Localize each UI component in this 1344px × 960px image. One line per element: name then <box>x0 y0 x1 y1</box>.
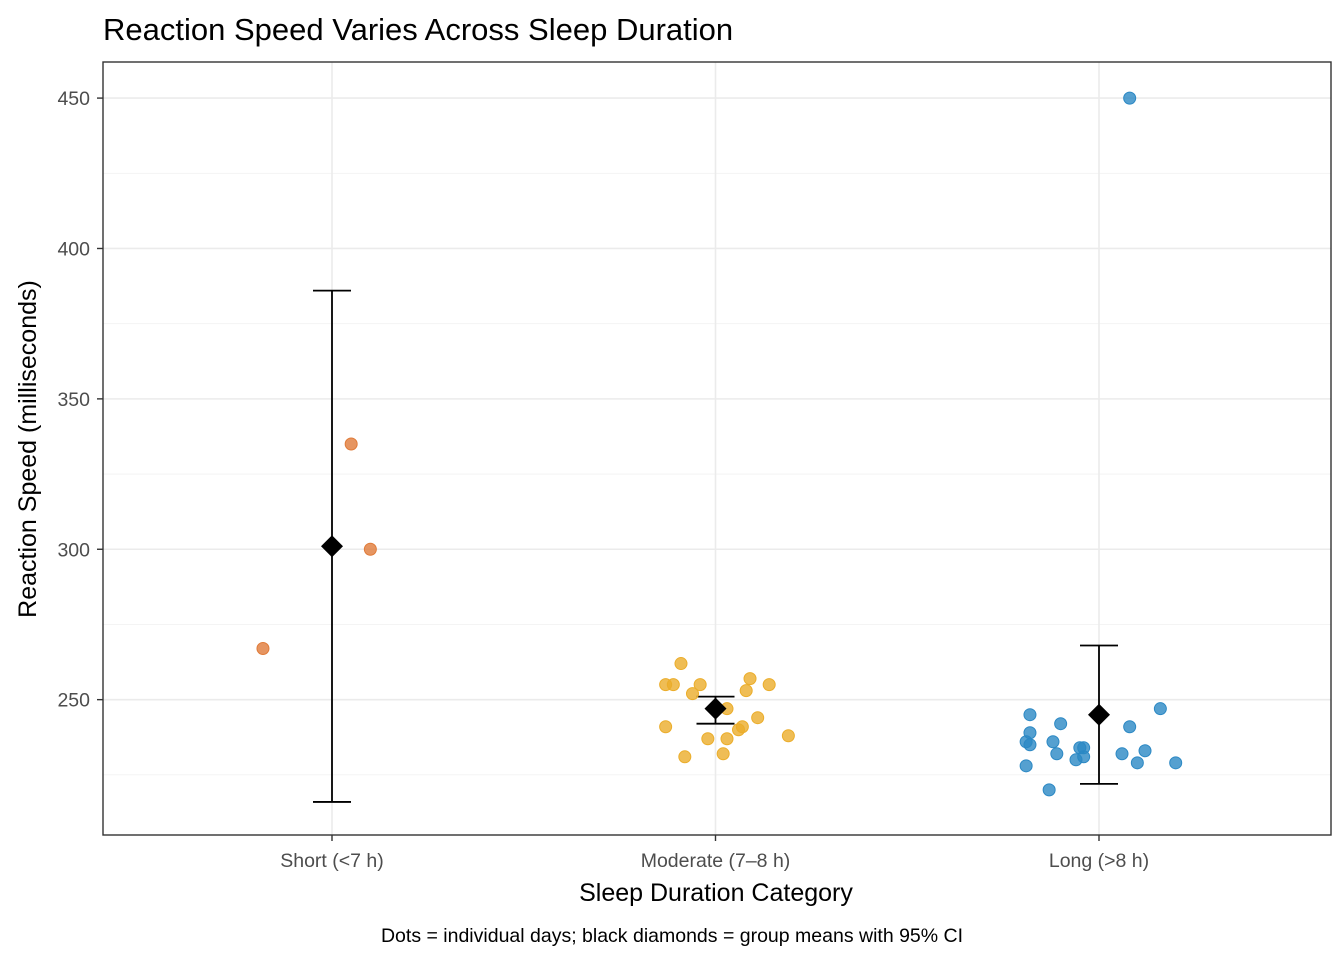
data-point <box>1069 753 1083 767</box>
data-point <box>720 732 734 746</box>
data-point <box>781 729 795 743</box>
data-point <box>256 642 270 656</box>
data-points <box>256 91 1183 797</box>
mean-diamond <box>321 535 343 558</box>
x-axis: Short (<7 h) Moderate (7–8 h) Long (>8 h) <box>280 835 1149 872</box>
y-tick-label: 350 <box>57 389 90 411</box>
data-point <box>1019 759 1033 773</box>
data-point <box>674 657 688 671</box>
data-point <box>1023 708 1037 722</box>
data-point <box>685 687 699 701</box>
data-point <box>1046 735 1060 749</box>
data-point <box>1169 756 1183 770</box>
x-axis-title: Sleep Duration Category <box>579 879 853 907</box>
panel-border <box>102 61 1332 836</box>
data-point <box>659 720 673 734</box>
data-point <box>716 747 730 761</box>
data-point <box>732 723 746 737</box>
data-point <box>1123 720 1137 734</box>
data-point <box>693 678 707 692</box>
y-tick-label: 400 <box>57 238 90 260</box>
data-point <box>1123 91 1137 105</box>
data-point <box>1023 738 1037 752</box>
data-point <box>344 437 358 451</box>
mean-diamond <box>704 697 727 720</box>
data-point <box>762 678 776 692</box>
data-point <box>1153 702 1167 716</box>
y-tick-label: 250 <box>57 690 90 712</box>
data-point <box>739 684 753 698</box>
grid <box>103 62 1331 835</box>
y-axis-title: Reaction Speed (milliseconds) <box>14 280 42 618</box>
data-point <box>1042 783 1056 797</box>
data-point <box>701 732 715 746</box>
x-tick-label: Long (>8 h) <box>1049 850 1149 872</box>
y-tick-label: 450 <box>57 88 90 110</box>
data-point <box>1130 756 1144 770</box>
chart-title: Reaction Speed Varies Across Sleep Durat… <box>103 12 733 47</box>
group-means <box>321 535 1110 726</box>
data-point <box>363 542 377 556</box>
data-point <box>1115 747 1129 761</box>
data-point <box>743 672 757 686</box>
data-point <box>1050 747 1064 761</box>
data-point <box>678 750 692 764</box>
mean-diamond <box>1088 703 1110 726</box>
data-point <box>666 678 680 692</box>
y-tick-label: 300 <box>57 539 90 561</box>
data-point <box>751 711 765 725</box>
x-tick-label: Short (<7 h) <box>280 850 384 872</box>
x-tick-label: Moderate (7–8 h) <box>641 850 791 872</box>
caption: Dots = individual days; black diamonds =… <box>381 925 963 947</box>
data-point <box>1054 717 1068 731</box>
data-point <box>1138 744 1152 758</box>
y-axis: 250 300 350 400 450 <box>57 88 103 712</box>
